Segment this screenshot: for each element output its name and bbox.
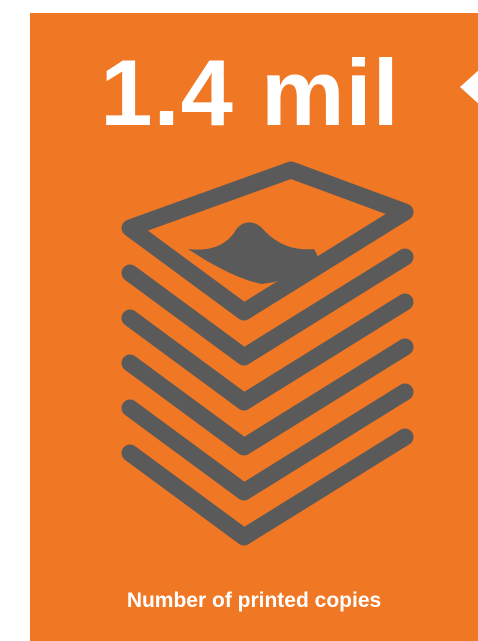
paper-sheet-3 xyxy=(121,338,414,456)
paper-sheet-5 xyxy=(121,428,414,546)
paper-sheet-2 xyxy=(121,293,414,411)
stat-value: 1.4 mil xyxy=(100,40,400,145)
paper-sheet-4 xyxy=(121,383,414,501)
landscape-image-icon xyxy=(188,222,322,284)
top-paper-sheet xyxy=(121,161,414,321)
pointer-arrow-icon xyxy=(460,69,478,105)
stat-card: 1.4 mil Number of printed copies xyxy=(30,13,478,641)
paper-sheet-1 xyxy=(121,248,414,366)
stack-of-papers-icon xyxy=(121,161,414,546)
stat-caption: Number of printed copies xyxy=(126,589,382,612)
